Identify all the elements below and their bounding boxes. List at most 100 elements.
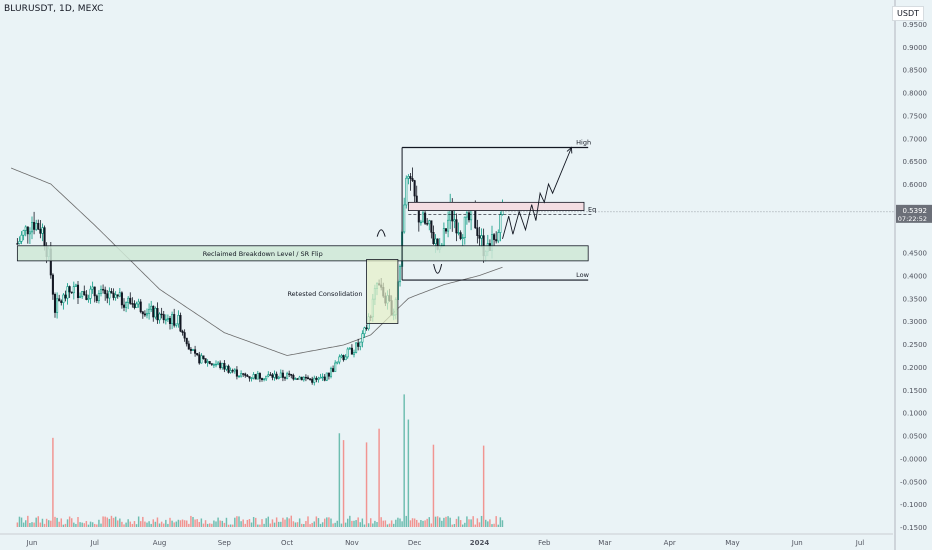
candle-body — [16, 243, 19, 245]
volume-bar — [288, 518, 290, 527]
x-tick-label: Aug — [153, 539, 167, 547]
volume-bar — [64, 523, 67, 527]
volume-bar — [45, 518, 48, 527]
volume-bar — [60, 518, 63, 527]
candle-body — [296, 378, 299, 380]
candle-body — [227, 365, 230, 373]
candle-body — [76, 284, 80, 299]
candle-body — [97, 293, 100, 301]
candle-body — [336, 361, 339, 364]
volume-bar — [125, 522, 127, 527]
volume-bar — [296, 522, 299, 527]
candle-body — [311, 378, 314, 383]
volume-bar — [487, 521, 489, 527]
volume-bar — [468, 519, 470, 527]
volume-bar — [340, 523, 343, 527]
candle-body — [409, 176, 412, 179]
volume-bar — [428, 517, 431, 527]
candle-body — [398, 266, 402, 283]
candle-body — [350, 347, 353, 355]
volume-bar — [418, 522, 420, 527]
candle-body — [432, 232, 435, 244]
volume-bar — [127, 519, 129, 527]
volume-bar — [466, 516, 468, 527]
candle-body — [141, 311, 144, 315]
candle-body — [18, 241, 21, 244]
volume-bar — [254, 517, 257, 527]
eq-zone[interactable] — [407, 201, 585, 211]
candles-layer — [16, 167, 504, 386]
candle-body — [365, 327, 368, 330]
volume-bar — [68, 516, 71, 527]
y-tick-label: 0.8500 — [903, 67, 928, 75]
volume-bar — [399, 518, 401, 527]
volume-bar — [261, 519, 263, 527]
volume-bar — [121, 521, 123, 527]
volume-bar — [148, 521, 150, 527]
volume-bar — [227, 524, 230, 527]
volume-bar — [282, 517, 284, 527]
candle-body — [118, 292, 121, 297]
x-tick-label: May — [725, 539, 739, 547]
volume-bar — [20, 517, 23, 527]
candle-body — [290, 373, 293, 376]
candle-body — [478, 235, 481, 239]
volume-bar — [137, 516, 140, 527]
candle-body — [196, 353, 199, 356]
projection-path[interactable] — [502, 147, 572, 240]
price-axis[interactable]: 0.9500 0.9000 0.8500 0.8000 0.7500 0.7000 0.65… — [894, 0, 932, 550]
time-axis[interactable]: Jun Jul Aug Sep Oct Nov Dec 2024 Feb Mar Apr May Jun… — [0, 533, 893, 547]
high-label: High — [576, 138, 591, 146]
volume-bar — [493, 523, 495, 527]
volume-bar — [190, 515, 192, 527]
volume-bar — [70, 518, 73, 527]
volume-bar — [405, 515, 408, 527]
candle-body — [114, 294, 117, 298]
volume-bar — [495, 516, 497, 527]
candle-body — [495, 239, 498, 242]
candle-body — [158, 313, 161, 321]
volume-bar — [175, 521, 178, 527]
candle-body — [131, 303, 134, 305]
candle-body — [51, 274, 54, 295]
candle-body — [102, 289, 105, 291]
volume-bar — [286, 517, 288, 527]
annotations-layer: Reclaimed Breakdown Level / SR Flip Retes… — [16, 138, 895, 324]
candle-body — [309, 378, 312, 380]
moving-average-line — [10, 167, 503, 356]
y-tick-label: 0.1500 — [903, 387, 928, 395]
last-price-value: 0.5392 — [903, 207, 928, 215]
consolidation-box[interactable] — [366, 259, 399, 324]
sr-flip-zone[interactable] — [16, 245, 589, 262]
candle-body — [79, 295, 82, 299]
volume-bar — [62, 524, 65, 527]
volume-bar — [470, 519, 472, 527]
symbol-title[interactable]: BLURUSDT, 1D, MEXC — [4, 4, 104, 14]
candle-body — [317, 377, 320, 380]
y-tick-label: 0.6000 — [903, 181, 928, 189]
candle-body — [221, 362, 224, 368]
volume-bar — [265, 518, 267, 527]
currency-button[interactable]: USDT — [892, 6, 924, 21]
candle-body — [125, 302, 128, 308]
candle-body — [120, 292, 123, 306]
candle-body — [39, 228, 42, 234]
volume-bar — [242, 519, 244, 527]
volume-bar — [392, 523, 395, 527]
volume-bar — [192, 517, 194, 527]
volume-bar — [303, 523, 305, 527]
candle-body — [497, 232, 500, 242]
volume-bar — [330, 518, 332, 527]
volume-bar — [361, 518, 364, 527]
candle-body — [202, 355, 205, 359]
volume-bar — [87, 524, 90, 527]
candle-body — [204, 358, 207, 363]
candle-body — [112, 292, 115, 298]
volume-bar — [407, 419, 410, 527]
volume-bar — [464, 522, 466, 527]
candle-body — [480, 235, 483, 239]
volume-bar — [219, 520, 221, 527]
candle-body — [177, 315, 180, 325]
